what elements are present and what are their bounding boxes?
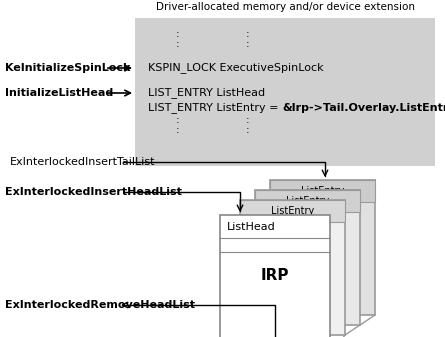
Text: KSPIN_LOCK ExecutiveSpinLock: KSPIN_LOCK ExecutiveSpinLock <box>148 63 324 73</box>
Text: IRP: IRP <box>261 268 289 282</box>
Text: ListEntry: ListEntry <box>287 196 330 206</box>
Bar <box>240 200 345 335</box>
Text: :: : <box>176 39 180 49</box>
Bar <box>270 180 375 202</box>
Text: ListEntry: ListEntry <box>301 186 344 196</box>
Text: KeInitializeSpinLock: KeInitializeSpinLock <box>5 63 130 73</box>
Text: ExInterlockedInsertTailList: ExInterlockedInsertTailList <box>10 157 155 167</box>
Bar <box>255 190 360 212</box>
Bar <box>220 215 330 337</box>
Text: :: : <box>246 125 250 135</box>
Text: &Irp->Tail.Overlay.ListEntry: &Irp->Tail.Overlay.ListEntry <box>282 103 445 113</box>
Text: :: : <box>176 29 180 39</box>
Text: ListHead: ListHead <box>227 222 276 232</box>
Text: :: : <box>176 125 180 135</box>
Text: ExInterlockedRemoveHeadList: ExInterlockedRemoveHeadList <box>5 300 195 310</box>
Text: :: : <box>176 115 180 125</box>
Text: :: : <box>246 29 250 39</box>
Text: :: : <box>246 39 250 49</box>
Text: :: : <box>246 115 250 125</box>
Bar <box>135 18 435 166</box>
Text: ListEntry: ListEntry <box>271 206 315 216</box>
Text: Driver-allocated memory and/or device extension: Driver-allocated memory and/or device ex… <box>155 2 414 12</box>
Text: InitializeListHead: InitializeListHead <box>5 88 113 98</box>
Text: ExInterlockedInsertHeadList: ExInterlockedInsertHeadList <box>5 187 182 197</box>
Bar <box>270 180 375 315</box>
Bar <box>240 200 345 222</box>
Text: LIST_ENTRY ListHead: LIST_ENTRY ListHead <box>148 88 265 98</box>
Text: LIST_ENTRY ListEntry =: LIST_ENTRY ListEntry = <box>148 102 282 114</box>
Bar <box>255 190 360 325</box>
